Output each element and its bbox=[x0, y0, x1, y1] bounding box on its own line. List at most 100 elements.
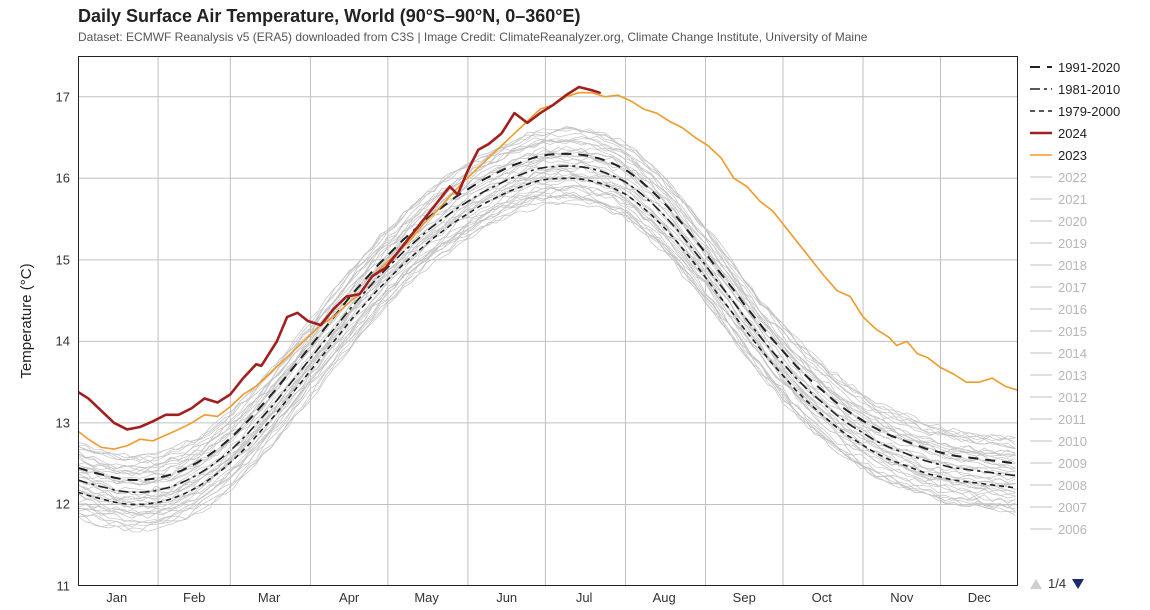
legend-item-2009[interactable]: 2009 bbox=[1030, 452, 1140, 474]
legend-swatch bbox=[1030, 214, 1052, 228]
legend-item-2008[interactable]: 2008 bbox=[1030, 474, 1140, 496]
chart-subtitle: Dataset: ECMWF Reanalysis v5 (ERA5) down… bbox=[78, 30, 867, 44]
legend-label: 2014 bbox=[1058, 346, 1087, 361]
x-tick-label: Oct bbox=[812, 590, 832, 605]
x-tick-label: May bbox=[414, 590, 439, 605]
legend-label: 2006 bbox=[1058, 522, 1087, 537]
legend-label: 2016 bbox=[1058, 302, 1087, 317]
legend-item-2021[interactable]: 2021 bbox=[1030, 188, 1140, 210]
legend-swatch bbox=[1030, 368, 1052, 382]
legend-swatch bbox=[1030, 104, 1052, 118]
y-tick-label: 11 bbox=[57, 579, 71, 594]
chart-title: Daily Surface Air Temperature, World (90… bbox=[78, 6, 580, 27]
legend-item-2013[interactable]: 2013 bbox=[1030, 364, 1140, 386]
legend-item-2020[interactable]: 2020 bbox=[1030, 210, 1140, 232]
x-tick-label: Nov bbox=[890, 590, 913, 605]
legend-label: 2010 bbox=[1058, 434, 1087, 449]
legend-pager: 1/4 bbox=[1030, 576, 1140, 591]
y-tick-label: 17 bbox=[56, 89, 70, 104]
legend-swatch bbox=[1030, 434, 1052, 448]
y-tick-label: 15 bbox=[56, 252, 70, 267]
legend-swatch bbox=[1030, 346, 1052, 360]
x-tick-label: Apr bbox=[339, 590, 359, 605]
legend-swatch bbox=[1030, 148, 1052, 162]
legend-item-2022[interactable]: 2022 bbox=[1030, 166, 1140, 188]
legend-label: 2019 bbox=[1058, 236, 1087, 251]
legend-label: 1981-2010 bbox=[1058, 82, 1120, 97]
legend: 1991-2020 1981-2010 1979-2000 2024 2023 2022 2… bbox=[1030, 56, 1140, 540]
legend-item-2019[interactable]: 2019 bbox=[1030, 232, 1140, 254]
historical-year-line bbox=[78, 202, 1015, 531]
legend-label: 2017 bbox=[1058, 280, 1087, 295]
plot-area bbox=[78, 56, 1018, 586]
legend-item-2024[interactable]: 2024 bbox=[1030, 122, 1140, 144]
historical-year-line bbox=[78, 195, 1015, 532]
legend-item-1979-2000[interactable]: 1979-2000 bbox=[1030, 100, 1140, 122]
historical-year-line bbox=[78, 165, 1015, 495]
historical-year-line bbox=[78, 173, 1015, 508]
legend-item-1991-2020[interactable]: 1991-2020 bbox=[1030, 56, 1140, 78]
legend-item-2017[interactable]: 2017 bbox=[1030, 276, 1140, 298]
legend-swatch bbox=[1030, 412, 1052, 426]
historical-year-line bbox=[78, 140, 1015, 472]
x-tick-label: Jan bbox=[106, 590, 127, 605]
legend-item-2006[interactable]: 2006 bbox=[1030, 518, 1140, 540]
legend-swatch bbox=[1030, 500, 1052, 514]
legend-label: 2007 bbox=[1058, 500, 1087, 515]
legend-swatch bbox=[1030, 82, 1052, 96]
series-line-2023 bbox=[78, 93, 1018, 449]
legend-label: 2011 bbox=[1058, 412, 1086, 427]
x-tick-label: Sep bbox=[733, 590, 756, 605]
legend-swatch bbox=[1030, 456, 1052, 470]
legend-label: 2009 bbox=[1058, 456, 1087, 471]
legend-item-2014[interactable]: 2014 bbox=[1030, 342, 1140, 364]
legend-label: 2015 bbox=[1058, 324, 1087, 339]
historical-year-line bbox=[78, 200, 1015, 526]
y-tick-label: 14 bbox=[56, 334, 70, 349]
legend-swatch bbox=[1030, 126, 1052, 140]
x-tick-label: Feb bbox=[183, 590, 205, 605]
legend-item-2010[interactable]: 2010 bbox=[1030, 430, 1140, 452]
y-tick-label: 16 bbox=[56, 171, 70, 186]
legend-label: 2020 bbox=[1058, 214, 1087, 229]
legend-swatch bbox=[1030, 522, 1052, 536]
historical-year-line bbox=[78, 174, 1015, 501]
y-axis-ticks: 11121314151617 bbox=[38, 56, 74, 586]
legend-item-2018[interactable]: 2018 bbox=[1030, 254, 1140, 276]
x-tick-label: Jul bbox=[576, 590, 593, 605]
historical-lines-group bbox=[78, 127, 1015, 532]
legend-swatch bbox=[1030, 390, 1052, 404]
legend-item-2007[interactable]: 2007 bbox=[1030, 496, 1140, 518]
legend-item-2012[interactable]: 2012 bbox=[1030, 386, 1140, 408]
legend-label: 1979-2000 bbox=[1058, 104, 1120, 119]
historical-year-line bbox=[78, 152, 1015, 484]
chart-container: Daily Surface Air Temperature, World (90… bbox=[0, 0, 1150, 610]
legend-item-1981-2010[interactable]: 1981-2010 bbox=[1030, 78, 1140, 100]
legend-swatch bbox=[1030, 170, 1052, 184]
pager-prev-icon[interactable] bbox=[1030, 579, 1042, 589]
pager-label: 1/4 bbox=[1048, 576, 1066, 591]
x-tick-label: Jun bbox=[496, 590, 517, 605]
legend-item-2015[interactable]: 2015 bbox=[1030, 320, 1140, 342]
legend-label: 2021 bbox=[1058, 192, 1087, 207]
legend-swatch bbox=[1030, 302, 1052, 316]
pager-next-icon[interactable] bbox=[1072, 579, 1084, 589]
x-tick-label: Dec bbox=[968, 590, 991, 605]
historical-year-line bbox=[78, 185, 1015, 513]
legend-swatch bbox=[1030, 258, 1052, 272]
historical-year-line bbox=[78, 136, 1015, 463]
x-tick-label: Mar bbox=[258, 590, 280, 605]
historical-year-line bbox=[78, 169, 1015, 499]
legend-item-2023[interactable]: 2023 bbox=[1030, 144, 1140, 166]
legend-label: 2013 bbox=[1058, 368, 1087, 383]
legend-label: 2023 bbox=[1058, 148, 1087, 163]
legend-swatch bbox=[1030, 324, 1052, 338]
legend-label: 1991-2020 bbox=[1058, 60, 1120, 75]
x-tick-label: Aug bbox=[653, 590, 676, 605]
legend-label: 2018 bbox=[1058, 258, 1087, 273]
historical-year-line bbox=[78, 174, 1015, 508]
plot-svg bbox=[78, 56, 1018, 586]
legend-item-2016[interactable]: 2016 bbox=[1030, 298, 1140, 320]
x-axis-ticks: Jan Feb Mar Apr May Jun Jul Aug Sep Oct Nov Dec bbox=[78, 590, 1018, 608]
legend-item-2011[interactable]: 2011 bbox=[1030, 408, 1140, 430]
